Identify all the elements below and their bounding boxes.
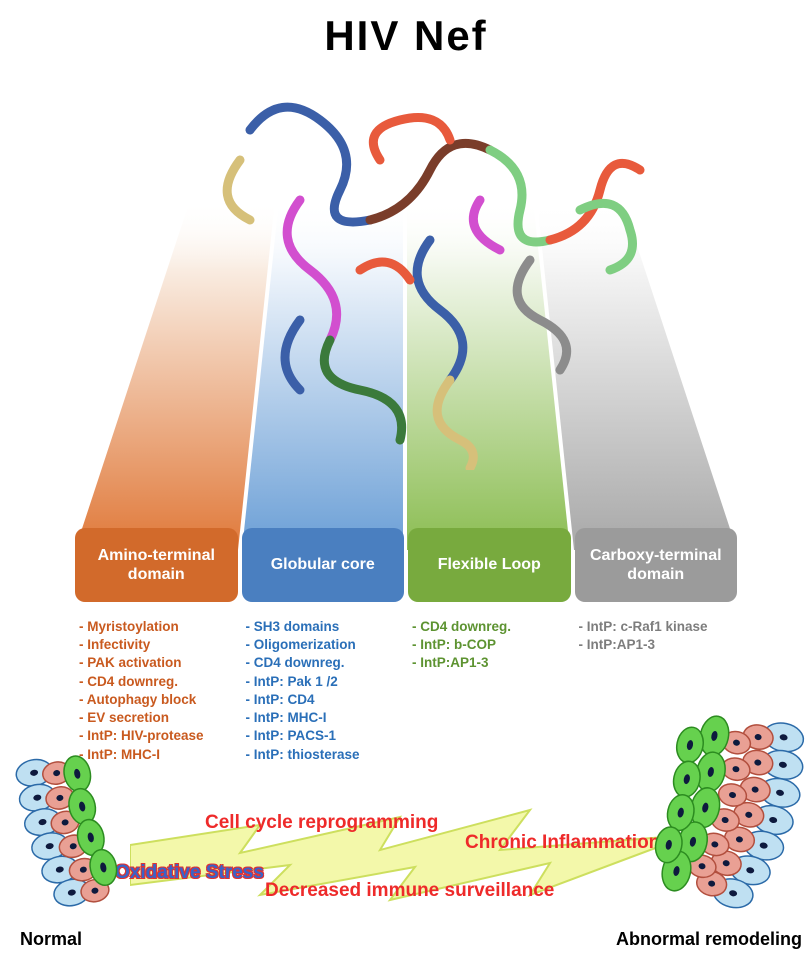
feature-item: SH3 domains <box>246 618 401 636</box>
protein-ribbon <box>100 70 712 470</box>
feature-item: IntP: thiosterase <box>246 746 401 764</box>
feature-item: IntP:AP1-3 <box>579 636 734 654</box>
feature-item: CD4 downreg. <box>412 618 567 636</box>
effect-immune: Decreased immune surveillance <box>265 880 554 902</box>
feature-item: PAK activation <box>79 654 234 672</box>
feature-item: IntP:AP1-3 <box>412 654 567 672</box>
domain-label-row: Amino-terminal domain Globular core Flex… <box>75 528 737 602</box>
feature-item: IntP: PACS-1 <box>246 727 401 745</box>
feature-item: IntP: Pak 1 /2 <box>246 673 401 691</box>
effect-cell-cycle: Cell cycle reprogramming <box>205 812 438 834</box>
feature-item: Oligomerization <box>246 636 401 654</box>
feature-col-flexible: CD4 downreg.IntP: b-COPIntP:AP1-3 <box>408 612 571 770</box>
domain-label-amino: Amino-terminal domain <box>75 528 238 602</box>
feature-item: EV secretion <box>79 709 234 727</box>
feature-item: CD4 downreg. <box>246 654 401 672</box>
label-normal: Normal <box>20 929 82 950</box>
feature-item: IntP: c-Raf1 kinase <box>579 618 734 636</box>
feature-item: Infectivity <box>79 636 234 654</box>
label-abnormal: Abnormal remodeling <box>616 929 802 950</box>
domain-label-carboxy: Carboxy-terminal domain <box>575 528 738 602</box>
feature-item: Autophagy block <box>79 691 234 709</box>
feature-item: Myristoylation <box>79 618 234 636</box>
domain-label-globular: Globular core <box>242 528 405 602</box>
domain-label-flexible: Flexible Loop <box>408 528 571 602</box>
feature-item: IntP: MHC-I <box>246 709 401 727</box>
tissue-normal <box>8 740 148 930</box>
page-title: HIV Nef <box>0 0 812 60</box>
feature-col-globular: SH3 domainsOligomerizationCD4 downreg.In… <box>242 612 405 770</box>
feature-item: CD4 downreg. <box>79 673 234 691</box>
feature-item: IntP: CD4 <box>246 691 401 709</box>
feature-item: IntP: b-COP <box>412 636 567 654</box>
tissue-abnormal <box>626 700 806 930</box>
